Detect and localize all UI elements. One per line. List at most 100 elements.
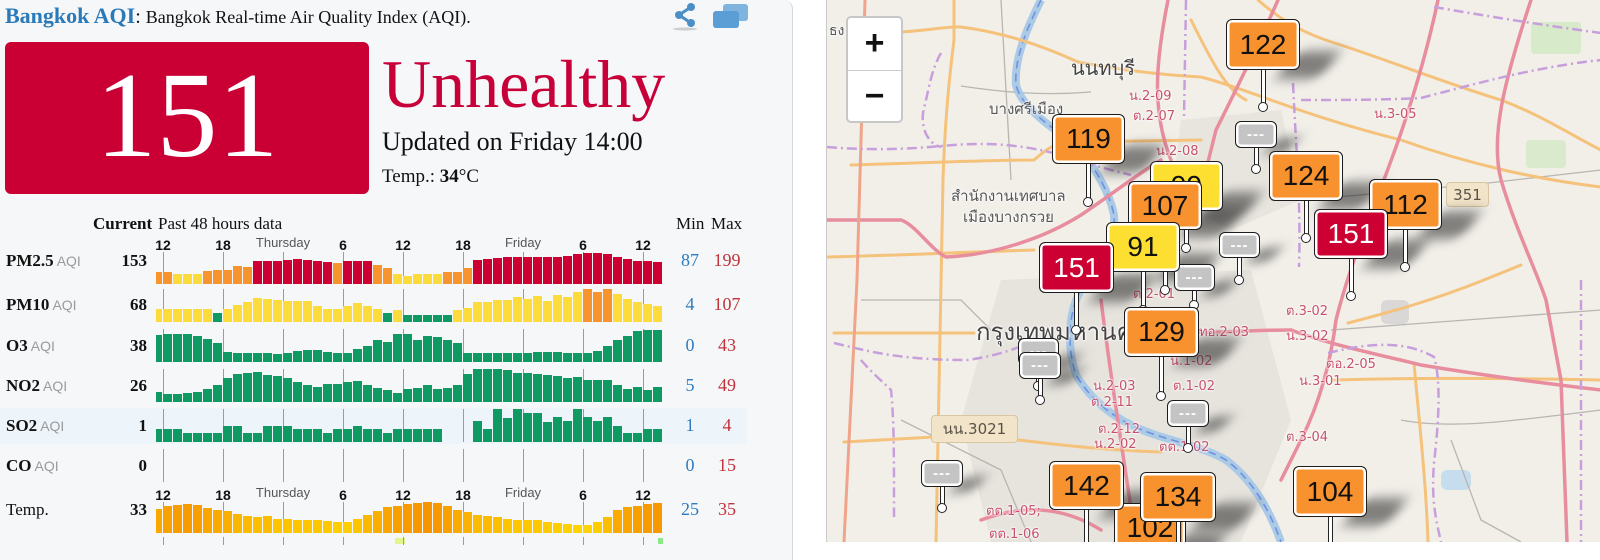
station-marker[interactable]: ---: [921, 460, 963, 514]
history-chart-temp[interactable]: [156, 502, 663, 533]
hour-label: 6: [339, 487, 347, 503]
history-chart-co[interactable]: [156, 449, 663, 482]
tick-line: [583, 329, 584, 362]
chart-bar: [593, 379, 602, 402]
pollutant-name: O3: [6, 335, 28, 355]
chart-bar: [163, 428, 172, 442]
brand-link[interactable]: Bangkok AQI: [5, 3, 136, 28]
tick-line: [343, 329, 344, 362]
chart-bar: [383, 507, 392, 533]
marker-stem: [1403, 228, 1408, 265]
tick-line: [283, 409, 284, 442]
row-label-no2[interactable]: NO2 AQI: [6, 377, 67, 394]
chart-bar: [543, 257, 552, 284]
tick-line: [163, 252, 164, 284]
chart-bar: [543, 421, 552, 442]
chart-bar: [203, 309, 212, 322]
station-marker[interactable]: ---: [1167, 400, 1209, 454]
chart-bar: [433, 314, 442, 322]
chart-bar: [243, 433, 252, 442]
map-place-label: นนทบุรี: [1071, 56, 1135, 80]
history-chart-pm10[interactable]: [156, 289, 663, 322]
chart-bar: [583, 289, 592, 322]
station-marker[interactable]: 151: [1314, 209, 1388, 302]
chart-bar: [223, 309, 232, 322]
marker-aqi-value: 124: [1269, 151, 1343, 201]
max-value-pm25: 199: [713, 249, 741, 270]
chart-bar: [173, 274, 182, 284]
aqi-info-panel: Bangkok AQI: Bangkok Real-time Air Qualit…: [0, 0, 793, 560]
history-chart-o3[interactable]: [156, 329, 663, 362]
map-place-label: ต.1-02: [1173, 379, 1216, 394]
row-label-o3[interactable]: O3 AQI: [6, 337, 55, 354]
aqi-value-box: 151: [5, 42, 369, 194]
tick-line: [283, 329, 284, 362]
chart-bar: [233, 353, 242, 362]
share-icon: [673, 3, 697, 31]
row-label-so2[interactable]: SO2 AQI: [6, 417, 64, 434]
station-marker[interactable]: 129: [1124, 307, 1199, 402]
station-marker[interactable]: ---: [1019, 352, 1061, 406]
row-label-pm10[interactable]: PM10 AQI: [6, 296, 77, 313]
aqi-map[interactable]: + − ธง นนทบุรี บางศรีเมือง สำนักงานเทศบาล เม…: [826, 0, 1600, 542]
day-label: Thursday: [255, 485, 311, 500]
chart-bar: [353, 261, 362, 284]
share-button[interactable]: [672, 2, 698, 31]
map-place-label: ต.2-12: [1098, 422, 1141, 437]
chart-bar: [653, 329, 662, 362]
tick-line: [223, 329, 224, 362]
chart-bar: [563, 256, 572, 284]
tick-line: [343, 409, 344, 442]
row-label-co[interactable]: CO AQI: [6, 457, 59, 474]
tick-line: [643, 369, 644, 402]
marker-aqi-value: 104: [1293, 466, 1367, 517]
station-marker[interactable]: ---: [1219, 232, 1260, 286]
chart-bar: [543, 301, 552, 322]
chart-bar: [323, 433, 332, 442]
chart-bar: [413, 428, 422, 442]
multi-window-button[interactable]: [712, 3, 749, 29]
station-marker[interactable]: 104: [1293, 466, 1367, 542]
station-marker[interactable]: 124: [1269, 151, 1343, 244]
tick-line: [283, 502, 284, 533]
marker-stem: [1348, 257, 1354, 294]
row-label-temp[interactable]: Temp.: [6, 501, 49, 518]
tick-line: [583, 449, 584, 482]
chart-bar: [273, 300, 282, 322]
station-marker[interactable]: 91: [1106, 222, 1180, 316]
station-marker[interactable]: 151: [1039, 242, 1114, 336]
chart-bar: [183, 309, 192, 322]
station-marker[interactable]: ---: [1235, 121, 1277, 175]
history-chart-no2[interactable]: [156, 369, 663, 402]
chart-bar: [163, 393, 172, 402]
chart-bar: [213, 270, 222, 284]
chart-bar: [293, 300, 302, 322]
station-marker[interactable]: 119: [1052, 114, 1125, 208]
min-value-no2: 5: [685, 374, 695, 395]
station-marker[interactable]: 142: [1049, 461, 1124, 542]
max-value-pm10: 107: [713, 293, 741, 314]
history-chart-pm25[interactable]: [156, 252, 663, 284]
zoom-out-button[interactable]: −: [848, 70, 901, 122]
row-label-pm25[interactable]: PM2.5 AQI: [6, 252, 81, 269]
map-place-label: น.3-05: [1374, 107, 1417, 122]
chart-bar: [423, 428, 432, 442]
chart-bar: [263, 425, 272, 442]
chart-bar: [323, 383, 332, 402]
chart-bar: [533, 373, 542, 402]
aqi-value: 151: [95, 48, 279, 183]
chart-bar: [263, 261, 272, 284]
history-chart-so2[interactable]: [156, 409, 663, 442]
chart-bar: [293, 428, 302, 442]
station-marker[interactable]: 122: [1226, 19, 1300, 113]
chart-bar: [403, 333, 412, 362]
tick-line: [283, 449, 284, 482]
station-marker[interactable]: 112: [1369, 179, 1442, 273]
chart-bar: [363, 385, 372, 402]
chart-bar: [513, 372, 522, 402]
station-marker[interactable]: ---: [1174, 264, 1215, 311]
chart-bar: [473, 353, 482, 362]
zoom-in-button[interactable]: +: [864, 24, 885, 62]
chart-bar: [303, 300, 312, 322]
station-marker[interactable]: 134: [1140, 472, 1216, 542]
